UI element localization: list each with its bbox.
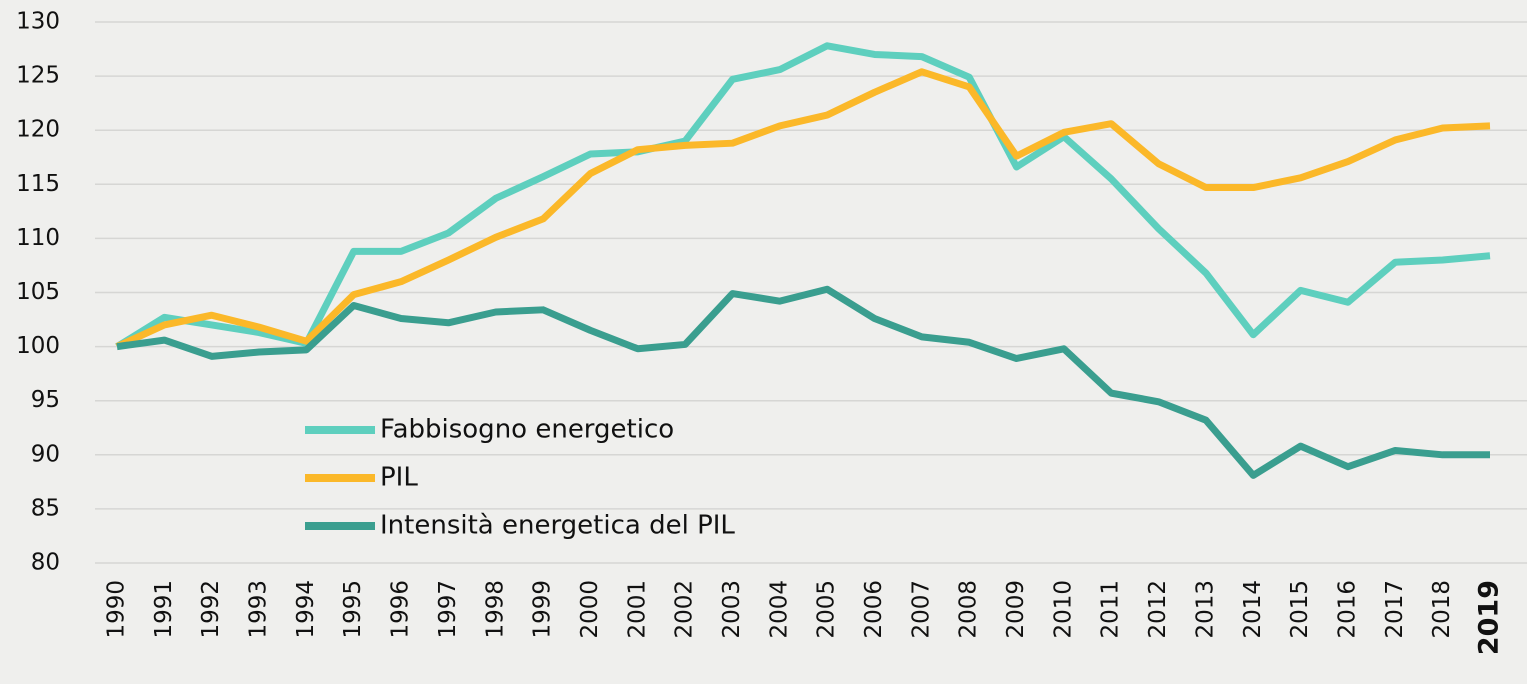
series-line [116,285,1490,479]
y-tick-label: 115 [16,171,60,197]
x-tick-label: 1994 [293,580,319,639]
x-tick-label: 2019 [1474,580,1505,655]
y-tick-label: 120 [16,117,60,143]
legend-label: Intensità energetica del PIL [380,511,735,541]
x-tick-label: 1997 [435,580,461,639]
x-tick-label: 2015 [1287,580,1313,639]
x-tick-label: 2014 [1240,580,1266,639]
x-tick-label: 2010 [1050,580,1076,639]
x-tick-label: 2008 [956,580,982,639]
y-tick-label: 130 [16,9,60,35]
x-tick-label: 2013 [1192,580,1218,639]
x-tick-label: 1999 [530,580,556,639]
x-tick-label: 2002 [672,580,698,639]
x-tick-label: 1993 [246,580,272,639]
x-tick-label: 1995 [340,580,366,639]
series-line [115,42,1491,350]
x-tick-label: 1998 [482,580,508,639]
y-tick-label: 100 [16,333,60,359]
x-tick-label: 2007 [908,580,934,639]
x-tick-label: 1990 [104,580,130,639]
x-tick-label: 1992 [198,580,224,639]
y-tick-label: 80 [31,550,60,576]
x-tick-label: 2016 [1334,580,1360,639]
x-tick-label: 2006 [861,580,887,639]
x-tick-label: 2001 [624,580,650,639]
x-tick-label: 2012 [1145,580,1171,639]
x-tick-label: 2005 [814,580,840,639]
x-tick-label: 1996 [388,580,414,639]
legend-label: Fabbisogno energetico [380,415,674,445]
y-tick-label: 95 [31,387,60,413]
y-tick-label: 90 [31,441,60,467]
x-tick-label: 2009 [1003,580,1029,639]
x-tick-label: 2000 [577,580,603,639]
x-tick-label: 2018 [1429,580,1455,639]
y-tick-label: 110 [16,225,60,251]
x-tick-label: 2004 [766,580,792,639]
y-tick-label: 85 [31,495,60,521]
x-tick-label: 2011 [1098,580,1124,639]
x-tick-label: 2003 [719,580,745,639]
x-tick-label: 2017 [1382,580,1408,639]
x-tick-label: 1991 [151,580,177,639]
y-tick-label: 105 [16,279,60,305]
series-line [115,68,1491,350]
y-tick-label: 125 [16,63,60,89]
legend-label: PIL [380,463,418,493]
